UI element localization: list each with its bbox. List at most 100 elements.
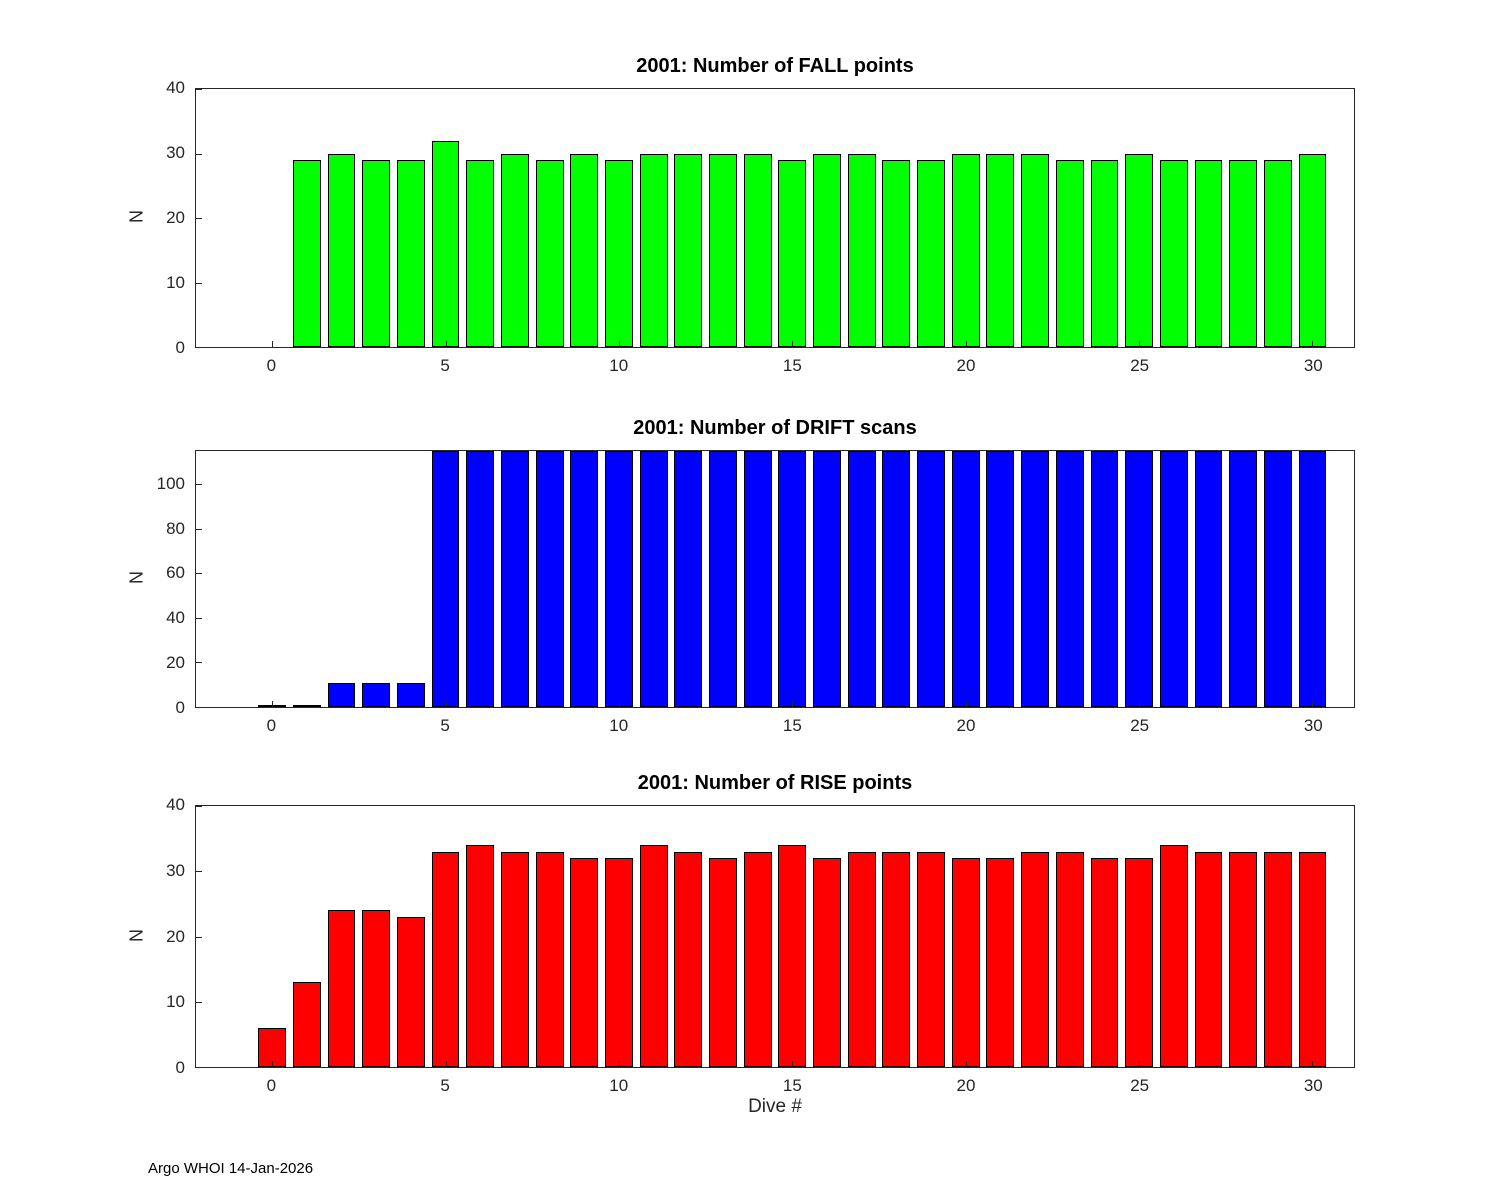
bar-dive-29 [1263,159,1292,347]
x-tick-label: 5 [440,356,450,375]
bar-dive-30 [1298,153,1327,347]
bar-dive-6 [466,451,495,707]
x-tick-mark [1312,1061,1314,1067]
bar-dive-25 [1125,153,1153,347]
y-tick-label: 60 [166,563,185,583]
bar-dive-4 [397,916,425,1067]
bar-dive-13 [709,451,737,707]
bar-dive-21 [986,153,1015,347]
bar-dive-24 [1090,858,1119,1067]
x-tick-mark [272,701,274,707]
bar-dive-30 [1298,851,1327,1067]
x-tick-mark [1139,341,1141,347]
bar-dive-16 [813,153,841,347]
bar-dive-29 [1263,451,1292,707]
bar-dive-9 [570,153,599,347]
x-tick-label: 0 [266,356,277,375]
bar-dive-15 [778,845,807,1067]
bar-dive-20 [951,858,980,1067]
bar-dive-7 [501,451,529,707]
y-tick-mark [196,806,202,807]
bar-dive-7 [501,153,529,347]
x-tick-label: 5 [440,716,450,735]
x-tick-label: 15 [782,356,802,375]
x-tick-label: 10 [609,356,629,375]
bar-dive-11 [639,153,668,347]
bar-dive-2 [327,153,356,347]
y-tick-labels: 0 20 40 60 80 100 [120,450,185,717]
y-tick-mark [196,617,202,619]
bar-dive-28 [1229,159,1257,347]
y-tick-mark [196,347,202,348]
plot-area [195,88,1355,348]
bar-dive-26 [1159,451,1188,707]
y-tick-label: 20 [166,208,185,227]
bar-dive-14 [743,851,772,1067]
bar-dive-10 [605,451,633,707]
y-tick-mark [196,218,202,219]
bar-dive-19 [917,451,945,707]
y-tick-mark [196,153,202,155]
bar-dive-22 [1021,451,1049,707]
bar-dive-1 [293,159,321,347]
x-tick-mark [618,701,620,707]
chart-title-drift: 2001: Number of DRIFT scans [633,417,917,439]
y-tick-label: 40 [166,78,185,97]
bar-dive-10 [605,159,633,347]
bar-dive-24 [1090,159,1119,347]
x-tick-mark [1312,701,1314,707]
bar-dive-1 [293,705,321,707]
x-tick-mark [272,1061,274,1067]
bar-dive-1 [293,982,321,1067]
bar-dive-30 [1298,451,1327,707]
x-tick-label: 20 [956,356,976,375]
x-tick-label: 20 [956,716,976,735]
x-tick-label: 10 [609,716,629,735]
bar-dive-21 [986,858,1015,1067]
x-tick-mark [445,701,447,707]
bar-dive-12 [674,153,703,347]
x-tick-label: 0 [266,716,277,735]
y-tick-label: 20 [166,653,185,673]
bar-dive-29 [1263,851,1292,1067]
plot-area [195,805,1355,1068]
x-tick-mark [1312,341,1314,347]
x-tick-mark [792,701,794,707]
x-tick-label: 25 [1130,716,1150,735]
bar-dive-16 [813,858,841,1067]
y-tick-mark [196,89,202,90]
x-tick-label: 25 [1130,1076,1150,1095]
bar-dive-3 [362,159,391,347]
y-tick-label: 20 [166,926,185,946]
bar-dive-28 [1229,851,1257,1067]
x-tick-mark [445,341,447,347]
bar-dive-23 [1055,159,1084,347]
x-tick-label: 5 [440,1076,450,1095]
y-tick-mark [196,573,202,575]
bar-dive-27 [1194,159,1223,347]
y-tick-labels: 0 10 20 30 40 [120,795,185,1077]
bar-dive-10 [605,858,633,1067]
bar-dive-5 [431,140,460,347]
bar-dive-11 [639,845,668,1067]
y-tick-mark [196,707,202,708]
x-tick-label: 30 [1303,356,1323,375]
bar-dive-2 [327,910,356,1067]
bar-dive-25 [1125,858,1153,1067]
bar-dive-15 [778,159,807,347]
x-tick-labels: 0 5 10 15 20 25 30 [195,716,1355,742]
y-tick-mark [196,936,202,938]
bar-dive-28 [1229,451,1257,707]
y-tick-label: 40 [166,608,185,628]
x-tick-mark [618,1061,620,1067]
bar-dive-22 [1021,153,1049,347]
bar-dive-4 [397,682,425,707]
bar-dive-14 [743,451,772,707]
bar-dive-4 [397,159,425,347]
x-tick-label: 30 [1303,716,1323,735]
bar-dive-6 [466,845,495,1067]
y-tick-label: 40 [166,795,185,814]
y-tick-label: 100 [156,473,185,493]
bar-dive-7 [501,851,529,1067]
y-tick-label: 0 [175,338,185,357]
